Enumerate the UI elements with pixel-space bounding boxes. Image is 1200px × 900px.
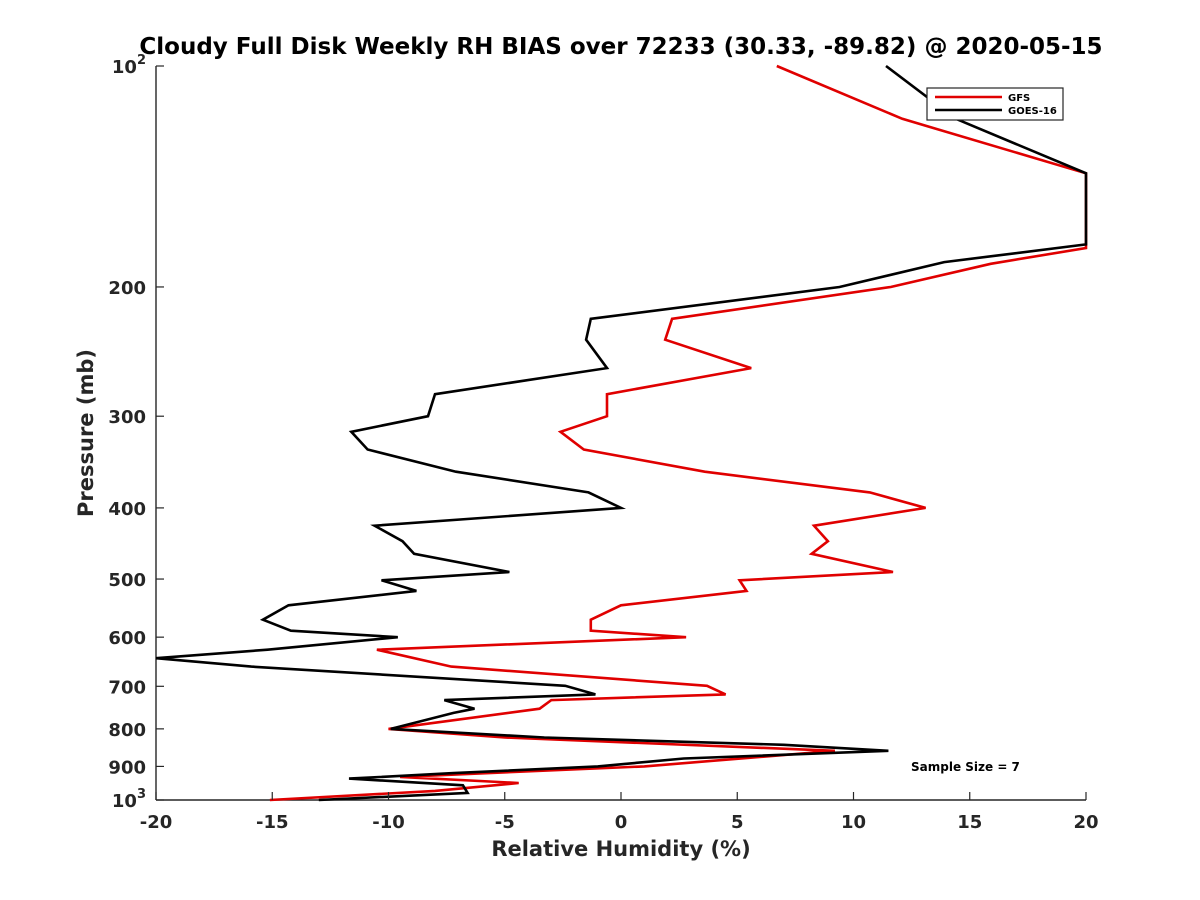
legend-gfs-label: GFS <box>1008 93 1030 104</box>
x-tick-label: -10 <box>372 812 405 833</box>
y-tick-label-base: 10 <box>112 791 137 812</box>
y-tick-label: 300 <box>108 407 146 428</box>
series-line-goes-16 <box>155 64 1088 802</box>
x-tick-label: 15 <box>957 812 982 833</box>
y-tick-label: 900 <box>108 757 146 778</box>
x-tick-label: 5 <box>731 812 744 833</box>
x-tick-label: 0 <box>615 812 628 833</box>
y-tick-label: 200 <box>108 278 146 299</box>
x-tick-label: -15 <box>256 812 289 833</box>
y-tick-label: 800 <box>108 720 146 741</box>
y-tick-label-base: 10 <box>112 57 137 78</box>
y-tick-label: 500 <box>108 570 146 591</box>
y-tick-label-exponent: 3 <box>137 787 146 802</box>
x-axis-ticks: -20 -15 -10 -5 0 5 10 15 20 <box>140 792 1099 833</box>
y-tick-label-base: 300 <box>108 407 146 428</box>
x-tick-label: -5 <box>495 812 515 833</box>
y-tick-label: 600 <box>108 628 146 649</box>
y-tick-label-base: 400 <box>108 499 146 520</box>
legend-goes16-label: GOES-16 <box>1008 106 1057 117</box>
sample-size-annotation: Sample Size = 7 <box>911 760 1020 774</box>
y-tick-label-base: 600 <box>108 628 146 649</box>
y-axis-label: Pressure (mb) <box>74 349 98 517</box>
y-tick-label-base: 500 <box>108 570 146 591</box>
x-tick-label: 20 <box>1073 812 1098 833</box>
y-tick-label: 103 <box>112 787 146 812</box>
chart-title: Cloudy Full Disk Weekly RH BIAS over 722… <box>139 34 1102 60</box>
x-tick-label: -20 <box>140 812 173 833</box>
y-tick-label-base: 900 <box>108 757 146 778</box>
y-tick-label: 700 <box>108 677 146 698</box>
x-tick-label: 10 <box>841 812 866 833</box>
y-tick-label: 102 <box>112 53 146 78</box>
series-layer <box>155 64 1088 802</box>
axes-background <box>156 66 1086 800</box>
y-tick-label: 400 <box>108 499 146 520</box>
y-tick-label-base: 200 <box>108 278 146 299</box>
legend: GFS GOES-16 <box>926 87 1064 121</box>
y-tick-label-exponent: 2 <box>137 53 146 68</box>
legend-box <box>926 87 1064 121</box>
y-tick-label-base: 700 <box>108 677 146 698</box>
y-tick-label-base: 800 <box>108 720 146 741</box>
x-axis-label: Relative Humidity (%) <box>491 837 750 861</box>
plot-area <box>155 64 1088 802</box>
